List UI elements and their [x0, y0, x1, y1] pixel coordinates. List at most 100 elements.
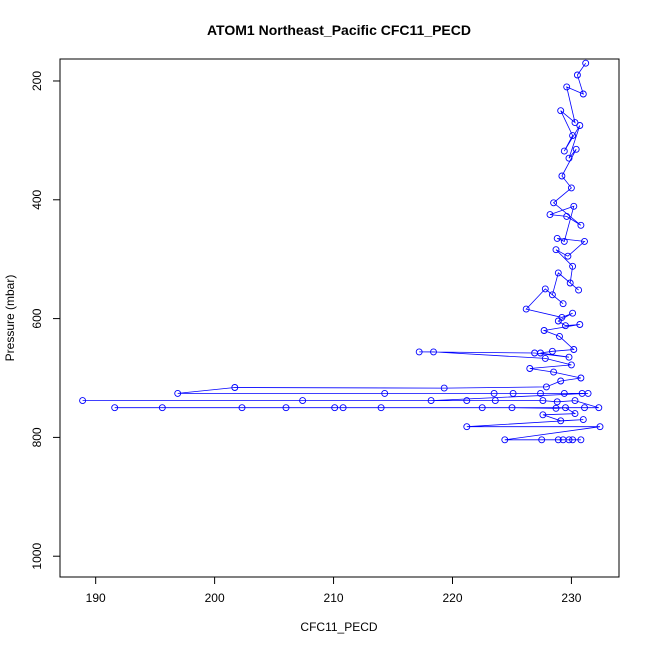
data-point — [559, 300, 567, 308]
data-point — [79, 397, 87, 405]
data-point — [571, 410, 579, 418]
x-tick-label: 210 — [324, 591, 344, 605]
chart-title: ATOM1 Northeast_Pacific CFC11_PECD — [207, 22, 471, 38]
data-point — [558, 313, 566, 321]
data-point — [595, 404, 603, 412]
data-point — [581, 404, 588, 412]
data-point — [560, 237, 568, 245]
data-points — [79, 59, 604, 444]
data-point — [526, 365, 534, 372]
data-point — [548, 291, 556, 299]
data-point — [381, 389, 389, 397]
data-point — [548, 347, 556, 355]
data-point — [554, 269, 562, 277]
data-point — [331, 404, 339, 412]
data-point — [569, 132, 577, 140]
data-point — [562, 322, 569, 330]
data-point — [573, 71, 581, 79]
data-point — [565, 353, 573, 361]
data-point — [567, 361, 575, 369]
data-point — [550, 199, 558, 207]
data-point — [576, 122, 584, 129]
data-point — [577, 221, 585, 229]
data-point — [540, 327, 548, 334]
data-point — [552, 246, 560, 254]
data-point — [550, 368, 558, 376]
data-point — [563, 212, 571, 220]
data-point — [522, 305, 530, 313]
data-point — [557, 377, 565, 385]
data-point — [231, 384, 239, 391]
y-tick-label: 1000 — [30, 543, 44, 570]
y-tick-label: 600 — [30, 308, 44, 328]
data-point — [478, 404, 486, 412]
data-point — [577, 374, 585, 382]
data-point — [556, 332, 563, 340]
data-point — [564, 252, 572, 260]
y-axis: 200 400 600 800 1000 — [30, 71, 60, 570]
data-point — [174, 389, 182, 397]
series-cfc11 — [82, 62, 601, 441]
data-point — [158, 404, 166, 412]
data-point — [541, 354, 549, 362]
plot-frame — [59, 58, 620, 578]
data-point — [238, 404, 246, 412]
data-point — [490, 389, 498, 397]
data-point — [463, 397, 471, 405]
data-point — [552, 404, 560, 412]
data-point — [563, 83, 571, 91]
data-point — [282, 404, 290, 412]
data-point — [491, 397, 499, 405]
data-point — [567, 184, 575, 192]
data-point — [299, 397, 307, 405]
y-tick-label: 400 — [30, 189, 44, 209]
x-tick-label: 200 — [205, 591, 225, 605]
data-point — [565, 154, 573, 162]
data-point — [584, 389, 592, 397]
data-point — [553, 234, 561, 242]
data-point — [537, 389, 544, 397]
data-point — [565, 436, 573, 444]
data-point — [539, 397, 547, 405]
data-point — [557, 107, 565, 115]
x-tick-label: 190 — [86, 591, 106, 605]
data-point — [569, 436, 577, 444]
data-point — [463, 423, 471, 431]
data-point — [581, 237, 588, 245]
data-point — [576, 321, 584, 328]
data-point — [579, 90, 587, 98]
data-point — [111, 404, 119, 412]
data-point — [560, 147, 568, 155]
data-point — [509, 389, 517, 397]
data-point — [553, 398, 561, 406]
data-point — [415, 348, 423, 356]
data-point — [541, 285, 549, 293]
data-point — [558, 172, 566, 180]
data-point — [557, 417, 565, 425]
data-point — [560, 389, 568, 397]
data-point — [582, 59, 590, 67]
x-axis: 190 200 210 220 230 — [86, 577, 582, 605]
data-point — [577, 436, 585, 444]
data-point — [501, 436, 509, 444]
data-point — [566, 279, 574, 287]
data-point — [562, 404, 569, 412]
data-point — [339, 404, 347, 412]
data-point — [377, 404, 385, 412]
data-point — [570, 202, 578, 210]
data-point — [508, 404, 516, 412]
data-point — [538, 436, 546, 444]
data-point — [554, 317, 562, 325]
data-point — [571, 397, 579, 405]
y-tick-label: 200 — [30, 71, 44, 91]
data-point — [569, 309, 577, 317]
series-line — [82, 62, 601, 441]
data-point — [554, 436, 562, 444]
data-point — [542, 383, 550, 391]
data-point — [531, 349, 539, 357]
y-tick-label: 800 — [30, 427, 44, 447]
data-point — [539, 411, 547, 419]
data-point — [546, 211, 554, 219]
y-axis-label: Pressure (mbar) — [3, 275, 17, 362]
